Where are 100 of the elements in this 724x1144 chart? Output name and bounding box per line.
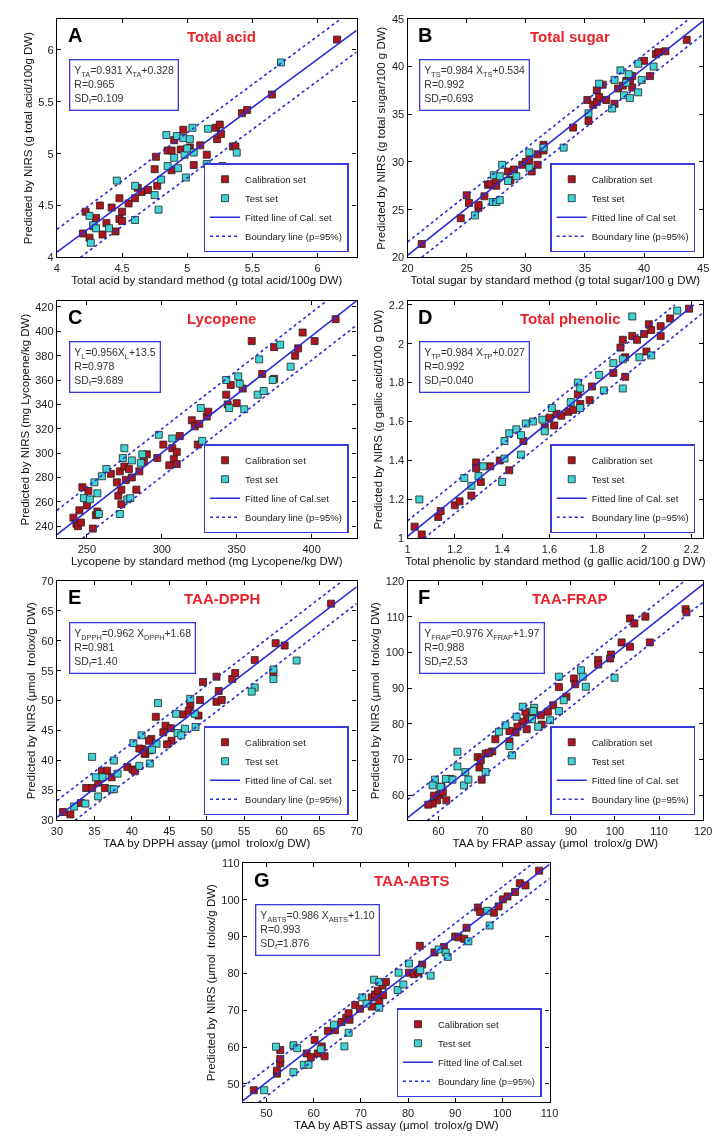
y-tick-label: 5.5 <box>38 95 54 108</box>
y-tick-label: 300 <box>35 446 54 459</box>
x-tick-label: 60 <box>307 1106 320 1119</box>
y-tick-label: 45 <box>41 724 54 737</box>
x-tick-label: 110 <box>540 1106 559 1119</box>
y-tick-label: 50 <box>227 1077 240 1090</box>
y-tick-label: 320 <box>35 422 54 435</box>
y-tick-label: 120 <box>385 574 405 587</box>
legend-label: Test set <box>245 755 279 767</box>
legend-label: Fitted line of Cal. set <box>245 211 332 223</box>
annotation: A <box>68 24 83 46</box>
y-tick-label: 280 <box>35 471 54 484</box>
annotation: B <box>418 24 433 46</box>
text: Total phenolic <box>520 310 621 327</box>
legend-label: Boundary line (p=95%) <box>591 793 689 805</box>
legend-label: Calibration set <box>245 454 307 466</box>
x-tick-label: 90 <box>564 824 577 837</box>
legend-label: Test set <box>245 192 279 204</box>
legend-label: Fitted line of Cal. set <box>591 774 679 786</box>
x-tick-label: 70 <box>350 824 363 837</box>
y-tick-label: 45 <box>391 12 405 25</box>
annotation: D <box>418 306 433 328</box>
x-tick-label: 25 <box>460 261 473 274</box>
legend-label: Calibration set <box>591 736 653 748</box>
y-tick-label: 360 <box>35 373 54 386</box>
y-tick-label: 1.6 <box>388 415 405 428</box>
text: TAA-DPPH <box>184 590 261 607</box>
legend-label: Calibration set <box>591 454 653 466</box>
x-axis-title: TAA by ABTS assay (μmol trolox/g DW) <box>293 1119 499 1132</box>
x-tick-label: 80 <box>520 824 533 837</box>
y-tick-label: 20 <box>391 251 405 264</box>
legend-label: Fitted line of Cal. set <box>591 492 679 504</box>
y-tick-label: 1.4 <box>388 454 405 467</box>
text: Y$_{L}$=0.956X$_{L}$+13.5 R=0.978 SD$_{f}$=9.689 <box>74 346 156 388</box>
annotation: E <box>68 586 82 608</box>
legend-label: Calibration set <box>437 1018 500 1030</box>
y-tick-label: 2 <box>398 337 405 350</box>
legend-label: Test set <box>591 473 625 485</box>
legend-label: Boundary line (p=95%) <box>245 793 342 805</box>
x-axis-title: TAA by DPPH assay (μmol trolox/g DW) <box>103 837 311 850</box>
x-tick-label: 5 <box>184 261 191 274</box>
text: Total acid <box>187 28 256 45</box>
y-tick-label: 240 <box>35 520 54 533</box>
x-tick-label: 2 <box>641 542 648 555</box>
y-axis-title: Predicted by NIRS (μmol trolox/g DW) <box>369 601 382 800</box>
x-axis-title: Total sugar by standard method (g total sugar/100 g DW) <box>410 274 701 287</box>
y-tick-label: 4.5 <box>38 199 54 212</box>
x-tick-label: 1.4 <box>494 542 510 555</box>
x-axis-title: Total acid by standard method (g total acid/100g DW) <box>71 274 343 287</box>
x-tick-label: 35 <box>88 824 101 837</box>
legend-label: Boundary line (p=95%) <box>591 511 689 523</box>
y-tick-label: 35 <box>391 108 405 121</box>
y-tick-label: 25 <box>391 203 405 216</box>
y-tick-label: 110 <box>222 856 240 869</box>
y-tick-label: 260 <box>35 495 54 508</box>
text: Y$_{TP}$=0.984 X$_{TP}$+0.027 R=0.992 SD$_{f}$=0.040 <box>424 346 525 388</box>
y-tick-label: 40 <box>391 60 405 73</box>
y-tick-label: 70 <box>391 753 405 766</box>
legend-label: Calibration set <box>245 173 307 185</box>
legend-label: Boundary line (p=95%) <box>245 511 342 523</box>
text: TAA-ABTS <box>374 872 450 889</box>
y-axis-title: Predicted by NIRS (mg Lycopene/kg DW) <box>18 313 31 526</box>
x-tick-label: 6 <box>314 261 321 274</box>
text: Y$_{TS}$=0.984 X$_{TS}$+0.534 R=0.992 SD$_{f}$=0.693 <box>424 64 525 106</box>
x-tick-label: 2.2 <box>683 542 700 555</box>
legend-label: Test set <box>245 473 279 485</box>
x-tick-label: 45 <box>163 824 176 837</box>
y-tick-label: 50 <box>41 694 54 707</box>
y-axis-title: Predicted by NIRS (g total sugar/100 g DW) <box>375 26 388 250</box>
x-axis-title: Total phenolic by standard method (g gallic acid/100 g DW) <box>405 555 706 568</box>
y-tick-label: 90 <box>391 681 405 694</box>
x-tick-label: 60 <box>275 824 288 837</box>
x-tick-label: 45 <box>697 261 710 274</box>
y-tick-label: 30 <box>41 814 54 827</box>
x-tick-label: 65 <box>313 824 326 837</box>
annotation: F <box>418 586 431 608</box>
y-tick-label: 110 <box>386 610 405 623</box>
y-tick-label: 55 <box>41 664 54 677</box>
legend-label: Test set <box>591 192 625 204</box>
x-tick-label: 110 <box>650 824 668 837</box>
x-tick-label: 50 <box>200 824 213 837</box>
legend-label: Test set <box>437 1037 472 1049</box>
x-tick-label: 50 <box>260 1106 273 1119</box>
y-axis-title: Predicted by NIRS (μmol trolox/g DW) <box>204 883 217 1082</box>
x-tick-label: 120 <box>694 824 713 837</box>
y-tick-label: 1.2 <box>388 493 405 506</box>
legend-label: Fitted line of Cal.set <box>245 492 330 504</box>
annotation: G <box>254 869 270 891</box>
y-tick-label: 30 <box>391 155 405 168</box>
y-tick-label: 100 <box>385 646 405 659</box>
text: Y$_{FRAP}$=0.976 X$_{FRAP}$+1.97 R=0.988 SD$_{f}$=2.53 <box>424 627 540 669</box>
legend-label: Boundary line (p=95%) <box>245 230 342 242</box>
text: Y$_{DPPH}$=0.962 X$_{DPPH}$+1.68 R=0.981 SD$_{f}$=1.40 <box>74 627 192 669</box>
x-tick-label: 400 <box>302 542 321 555</box>
x-tick-label: 100 <box>605 824 625 837</box>
y-tick-label: 60 <box>227 1040 240 1053</box>
y-tick-label: 80 <box>227 967 240 980</box>
y-axis-title: Predicted by NIRS (g gallic acid/100 g DW) <box>372 309 385 530</box>
x-tick-label: 70 <box>354 1106 367 1119</box>
x-tick-label: 55 <box>238 824 251 837</box>
